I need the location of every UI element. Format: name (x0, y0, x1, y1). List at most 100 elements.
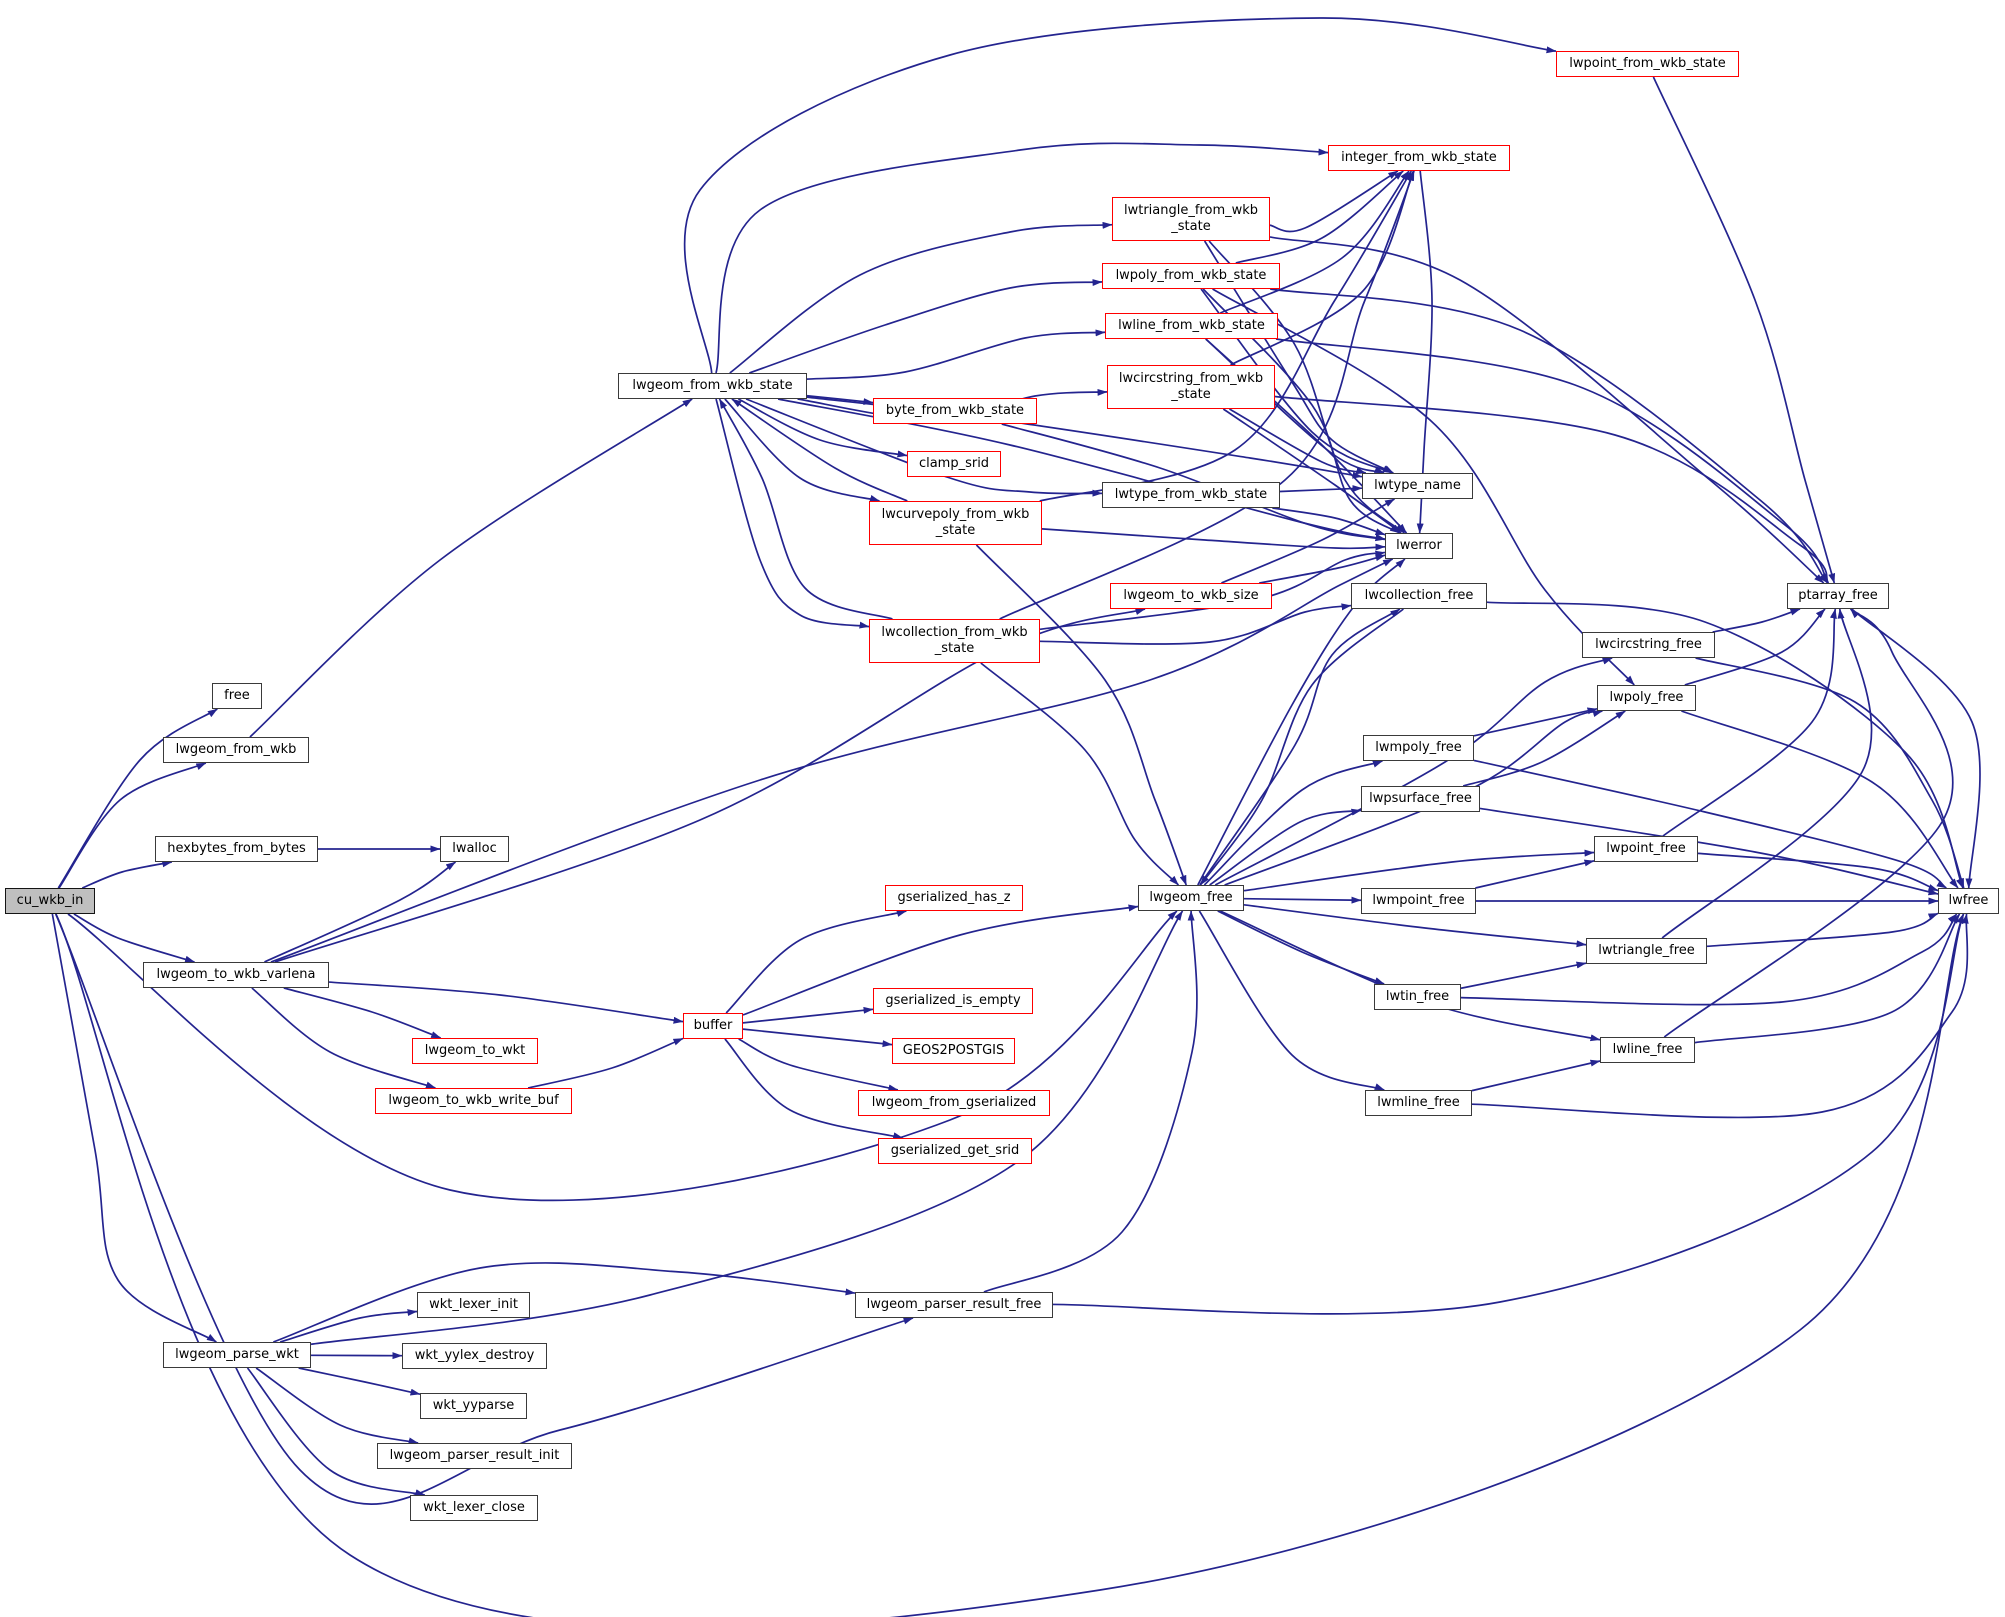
graph-node-wkt_lexer_close[interactable]: wkt_lexer_close (410, 1495, 538, 1521)
graph-node-lwcircstring_from_wkb_state[interactable]: lwcircstring_from_wkb _state (1107, 365, 1275, 409)
call-edge-cu_wkb_in--lwfree (55, 913, 1965, 1617)
graph-node-free[interactable]: free (212, 683, 262, 709)
call-edge-lwcircstring_from_wkb_state--lwerror (1222, 408, 1402, 534)
graph-node-lwgeom_from_wkb_state[interactable]: lwgeom_from_wkb_state (618, 373, 807, 399)
call-edge-lwcollection_from_wkb_state--lwerror (1039, 550, 1386, 631)
graph-node-lwgeom_parser_result_init[interactable]: lwgeom_parser_result_init (377, 1443, 572, 1469)
call-edge-lwcircstring_from_wkb_state--ptarray_free (1274, 395, 1830, 584)
call-edge-lwmpoly_free--lwfree (1473, 759, 1947, 889)
call-edge-lwtriangle_from_wkb_state--ptarray_free (1269, 236, 1825, 584)
graph-node-lwmpoint_free[interactable]: lwmpoint_free (1361, 888, 1476, 914)
graph-node-lwgeom_to_wkb_write_buf[interactable]: lwgeom_to_wkb_write_buf (375, 1088, 572, 1114)
graph-node-lwmpoly_free[interactable]: lwmpoly_free (1363, 735, 1474, 761)
graph-node-lwgeom_parse_wkt[interactable]: lwgeom_parse_wkt (163, 1342, 311, 1368)
graph-node-ptarray_free[interactable]: ptarray_free (1787, 583, 1889, 609)
graph-node-lwgeom_from_gserialized[interactable]: lwgeom_from_gserialized (858, 1090, 1050, 1116)
graph-node-wkt_yyparse[interactable]: wkt_yyparse (420, 1393, 527, 1419)
call-edge-lwtin_free--lwtriangle_free (1460, 961, 1587, 990)
graph-node-lwtype_from_wkb_state[interactable]: lwtype_from_wkb_state (1102, 482, 1280, 508)
graph-node-gserialized_get_srid[interactable]: gserialized_get_srid (878, 1138, 1032, 1164)
graph-node-lwline_free[interactable]: lwline_free (1600, 1037, 1695, 1063)
graph-node-lwmline_free[interactable]: lwmline_free (1365, 1090, 1472, 1116)
graph-node-lwgeom_from_wkb[interactable]: lwgeom_from_wkb (163, 737, 309, 763)
graph-node-lwtriangle_free[interactable]: lwtriangle_free (1586, 938, 1707, 964)
call-edge-lwgeom_parser_result_free--lwfree (1052, 913, 1965, 1315)
call-edge-lwcurvepoly_from_wkb_state--lwgeom_from_wkb_state (731, 398, 908, 502)
call-edge-lwcircstring_free--ptarray_free (1712, 608, 1801, 633)
graph-node-lwpoint_from_wkb_state[interactable]: lwpoint_from_wkb_state (1556, 51, 1739, 77)
call-edge-lwline_free--lwfree (1694, 913, 1961, 1044)
graph-node-gserialized_is_empty[interactable]: gserialized_is_empty (873, 988, 1033, 1014)
graph-node-wkt_lexer_init[interactable]: wkt_lexer_init (417, 1292, 530, 1318)
call-edge-lwgeom_free--lwcollection_free (1199, 608, 1401, 886)
graph-node-integer_from_wkb_state[interactable]: integer_from_wkb_state (1328, 145, 1510, 171)
graph-node-clamp_srid[interactable]: clamp_srid (907, 451, 1001, 477)
call-edge-cu_wkb_in--lwgeom_parse_wkt (51, 913, 217, 1343)
call-edge-lwpsurface_free--lwfree (1479, 807, 1939, 896)
call-edge-lwline_from_wkb_state--lwtype_name (1205, 338, 1385, 474)
graph-node-gserialized_has_z[interactable]: gserialized_has_z (885, 885, 1023, 911)
call-edge-lwgeom_free--lwpoly_free (1224, 710, 1603, 886)
call-edge-lwcurvepoly_from_wkb_state--lwerror (1041, 528, 1386, 551)
graph-node-lwpsurface_free[interactable]: lwpsurface_free (1361, 786, 1480, 812)
graph-node-lwerror[interactable]: lwerror (1385, 533, 1453, 559)
graph-node-lwline_from_wkb_state[interactable]: lwline_from_wkb_state (1105, 313, 1278, 339)
graph-node-lwtin_free[interactable]: lwtin_free (1374, 984, 1461, 1010)
graph-node-buffer[interactable]: buffer (683, 1013, 743, 1039)
graph-node-lwcurvepoly_from_wkb_state[interactable]: lwcurvepoly_from_wkb _state (869, 501, 1042, 545)
call-edge-lwgeom_parse_wkt--lwgeom_free (310, 910, 1184, 1346)
graph-node-lwpoint_free[interactable]: lwpoint_free (1594, 836, 1698, 862)
graph-node-lwgeom_free[interactable]: lwgeom_free (1138, 885, 1244, 911)
call-edge-lwgeom_parse_wkt--wkt_lexer_init (279, 1309, 418, 1343)
call-edge-lwgeom_from_wkb_state--lwpoint_from_wkb_state (683, 17, 1557, 374)
call-edge-lwgeom_parse_wkt--lwgeom_parser_result_free (273, 1262, 856, 1343)
call-edge-lwmpoint_free--lwpoint_free (1475, 859, 1595, 889)
graph-node-lwfree[interactable]: lwfree (1938, 888, 1999, 914)
call-edge-lwgeom_to_wkb_varlena--buffer (328, 981, 684, 1024)
call-edge-lwgeom_from_wkb_state--lwcollection_from_wkb_state (715, 398, 870, 629)
graph-node-lwtype_name[interactable]: lwtype_name (1362, 473, 1473, 499)
call-edge-lwtriangle_free--lwfree (1706, 912, 1939, 948)
graph-node-GEOS2POSTGIS[interactable]: GEOS2POSTGIS (892, 1038, 1015, 1064)
graph-node-lwcollection_free[interactable]: lwcollection_free (1351, 583, 1487, 609)
call-edge-lwpoint_from_wkb_state--ptarray_free (1652, 76, 1836, 584)
graph-node-lwpoly_free[interactable]: lwpoly_free (1597, 685, 1696, 711)
call-edge-lwtin_free--lwfree (1460, 913, 1958, 1006)
call-edge-lwcircstring_free--lwfree (1695, 657, 1965, 889)
graph-node-wkt_yylex_destroy[interactable]: wkt_yylex_destroy (402, 1343, 547, 1369)
graph-node-cu_wkb_in[interactable]: cu_wkb_in (5, 888, 95, 914)
call-edge-lwcollection_from_wkb_state--lwcollection_free (1039, 603, 1352, 645)
call-edge-lwgeom_from_wkb_state--integer_from_wkb_state (715, 142, 1329, 374)
call-edge-lwcollection_from_wkb_state--lwgeom_from_wkb_state (718, 398, 893, 620)
call-edge-lwtriangle_free--ptarray_free (1661, 608, 1873, 939)
graph-node-lwgeom_to_wkb_varlena[interactable]: lwgeom_to_wkb_varlena (143, 962, 329, 988)
graph-node-byte_from_wkb_state[interactable]: byte_from_wkb_state (873, 398, 1037, 424)
graph-node-lwcircstring_free[interactable]: lwcircstring_free (1582, 632, 1715, 658)
call-edge-buffer--lwgeom_from_gserialized (738, 1038, 899, 1092)
call-edge-lwgeom_to_wkb_size--lwerror (1259, 554, 1386, 584)
call-edge-lwgeom_from_wkb_state--lwtype_from_wkb_state (745, 398, 1103, 497)
call-edge-lwtype_from_wkb_state--lwtype_name (1279, 485, 1363, 493)
graph-node-lwtriangle_from_wkb_state[interactable]: lwtriangle_from_wkb _state (1112, 197, 1270, 241)
call-edge-buffer--GEOS2POSTGIS (742, 1028, 893, 1048)
graph-node-lwcollection_from_wkb_state[interactable]: lwcollection_from_wkb _state (869, 619, 1040, 663)
graph-node-lwpoly_from_wkb_state[interactable]: lwpoly_from_wkb_state (1102, 263, 1280, 289)
call-edge-lwmline_free--lwfree (1471, 913, 1969, 1119)
call-edge-lwpoint_free--lwfree (1697, 852, 1939, 892)
call-edge-lwcircstring_from_wkb_state--integer_from_wkb_state (1230, 170, 1415, 366)
call-edge-lwgeom_free--lwpsurface_free (1209, 808, 1362, 886)
graph-node-hexbytes_from_bytes[interactable]: hexbytes_from_bytes (155, 836, 318, 862)
call-edge-lwgeom_free--lwmline_free (1198, 910, 1385, 1091)
graph-node-lwgeom_to_wkt[interactable]: lwgeom_to_wkt (412, 1038, 538, 1064)
graph-node-lwgeom_to_wkb_size[interactable]: lwgeom_to_wkb_size (1110, 583, 1272, 609)
call-edge-lwgeom_parse_wkt--lwgeom_parser_result_init (255, 1367, 419, 1445)
call-edge-buffer--gserialized_get_srid (724, 1038, 904, 1140)
graph-node-lwgeom_parser_result_free[interactable]: lwgeom_parser_result_free (855, 1292, 1053, 1318)
call-edge-lwgeom_from_wkb--lwgeom_from_wkb_state (249, 398, 693, 738)
graph-node-lwalloc[interactable]: lwalloc (440, 836, 509, 862)
call-edge-lwgeom_from_wkb_state--lwpoly_from_wkb_state (748, 279, 1103, 374)
call-edge-lwpoly_from_wkb_state--integer_from_wkb_state (1235, 170, 1404, 264)
call-edge-cu_wkb_in--hexbytes_from_bytes (81, 860, 173, 889)
